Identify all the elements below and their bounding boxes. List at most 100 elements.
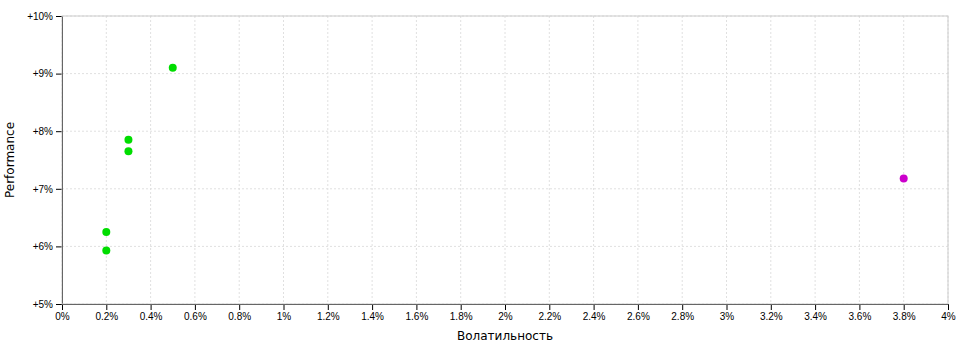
series	[102, 64, 176, 255]
grid-line-x	[903, 16, 904, 304]
x-axis-tick-mark	[638, 304, 639, 310]
x-axis-tick: 2.6%	[627, 304, 650, 322]
x-axis-tick-mark	[195, 304, 196, 310]
x-axis-tick-mark	[771, 304, 772, 310]
x-axis-tick-label: 2.4%	[583, 311, 606, 322]
x-axis-tick-label: 1.8%	[450, 311, 473, 322]
y-axis-tick: +9%	[33, 68, 62, 79]
x-axis-tick-label: 0.6%	[184, 311, 207, 322]
x-axis-tick-label: 1.6%	[406, 311, 429, 322]
y-axis-tick-label: +10%	[27, 11, 53, 22]
grid-line-x	[815, 16, 816, 304]
grid-line-x	[505, 16, 506, 304]
y-axis-tick: +6%	[33, 241, 62, 252]
x-axis-tick-mark	[328, 304, 329, 310]
y-axis-tick-mark	[56, 189, 62, 190]
x-axis-tick: 3.4%	[804, 304, 827, 322]
grid-line-x	[327, 16, 328, 304]
x-axis-tick: 0.8%	[228, 304, 251, 322]
grid-line-x	[416, 16, 417, 304]
x-axis-tick-mark	[948, 304, 949, 310]
grid-line-x	[859, 16, 860, 304]
x-axis-tick: 2.4%	[583, 304, 606, 322]
grid-line-x	[283, 16, 284, 304]
x-axis-tick-mark	[106, 304, 107, 310]
point	[900, 174, 908, 182]
y-axis-tick-label: +6%	[33, 241, 53, 252]
grid-line-y	[62, 73, 948, 74]
x-axis-tick-mark	[284, 304, 285, 310]
x-axis-tick-mark	[727, 304, 728, 310]
x-axis-tick: 3.6%	[849, 304, 872, 322]
x-axis-line	[63, 305, 949, 311]
x-axis-tick: 3%	[720, 304, 735, 322]
grid-line-x	[549, 16, 550, 304]
x-axis-tick: 1.2%	[317, 304, 340, 322]
y-axis-tick-mark	[56, 304, 62, 305]
x-axis-tick-mark	[372, 304, 373, 310]
y-axis-tick-mark	[56, 16, 62, 17]
grid-line-x	[682, 16, 683, 304]
x-axis-tick-label: 3.8%	[893, 311, 916, 322]
x-axis-tick: 0%	[55, 304, 70, 322]
series	[900, 174, 908, 182]
x-axis-tick: 2.8%	[671, 304, 694, 322]
x-axis-tick: 1.6%	[406, 304, 429, 322]
x-axis-tick: 0.6%	[184, 304, 207, 322]
x-axis-tick-label: 0%	[55, 311, 70, 322]
x-axis-tick-label: 3.4%	[804, 311, 827, 322]
x-axis-tick-label: 0.4%	[140, 311, 163, 322]
point	[102, 228, 110, 236]
grid-line-x	[194, 16, 195, 304]
grid-line-x	[726, 16, 727, 304]
grid	[62, 16, 948, 304]
plot-frame	[62, 16, 948, 304]
chart: 0% 0.2% 0.4% 0.6% 0.8% 1% 1.2% 1.4% 1.6% 1.8% 2% 2.…	[0, 0, 966, 350]
y-axis-tick: +5%	[33, 299, 62, 310]
grid-line-y	[62, 246, 948, 247]
x-axis-tick-mark	[549, 304, 550, 310]
x-axis-tick-mark	[859, 304, 860, 310]
x-axis-tick-mark	[904, 304, 905, 310]
x-axis-tick-mark	[682, 304, 683, 310]
x-axis-tick-label: 2.6%	[627, 311, 650, 322]
x-axis-tick-label: 3.6%	[849, 311, 872, 322]
grid-line-x	[106, 16, 107, 304]
y-axis-tick-label: +5%	[33, 299, 53, 310]
x-axis-tick: 2%	[498, 304, 513, 322]
x-axis-tick: 0.4%	[140, 304, 163, 322]
x-axis-tick-mark	[815, 304, 816, 310]
x-axis-tick: 1.4%	[361, 304, 384, 322]
x-axis-tick-mark	[151, 304, 152, 310]
grid-line-x	[593, 16, 594, 304]
x-axis-tick-label: 1.2%	[317, 311, 340, 322]
x-axis-tick-label: 3.2%	[760, 311, 783, 322]
grid-line-x	[372, 16, 373, 304]
grid-line-y	[62, 188, 948, 189]
x-axis-tick-label: 2.2%	[538, 311, 561, 322]
y-axis-tick: +10%	[27, 11, 62, 22]
x-axis-tick: 4%	[941, 304, 956, 322]
x-axis-tick-mark	[239, 304, 240, 310]
x-axis-tick-label: 2.8%	[671, 311, 694, 322]
x-axis-tick: 3.8%	[893, 304, 916, 322]
x-axis-tick-mark	[505, 304, 506, 310]
x-axis-tick: 1.8%	[450, 304, 473, 322]
grid-line-x	[239, 16, 240, 304]
x-axis-tick: 1%	[277, 304, 292, 322]
point	[124, 136, 132, 144]
point	[124, 147, 132, 155]
x-axis-tick-mark	[461, 304, 462, 310]
x-axis-tick: 3.2%	[760, 304, 783, 322]
x-axis-tick: 0.2%	[95, 304, 118, 322]
y-axis-tick-label: +8%	[33, 126, 53, 137]
y-axis-tick-label: +7%	[33, 184, 53, 195]
x-axis-tick-label: 0.8%	[228, 311, 251, 322]
y-axis-tick-mark	[56, 131, 62, 132]
x-axis-tick-label: 1%	[277, 311, 292, 322]
grid-line-x	[770, 16, 771, 304]
point	[102, 246, 110, 254]
point	[169, 64, 177, 72]
x-axis: 0% 0.2% 0.4% 0.6% 0.8% 1% 1.2% 1.4% 1.6% 1.8% 2% 2.…	[55, 304, 956, 322]
x-axis-tick-label: 3%	[720, 311, 735, 322]
